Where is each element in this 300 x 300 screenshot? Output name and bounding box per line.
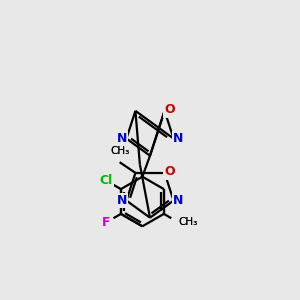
- Text: O: O: [164, 103, 175, 116]
- Text: N: N: [173, 132, 184, 145]
- Text: O: O: [164, 103, 175, 116]
- Text: N: N: [173, 132, 184, 145]
- Text: N: N: [116, 132, 127, 145]
- Text: F: F: [102, 216, 110, 229]
- Text: N: N: [116, 194, 127, 207]
- Text: Cl: Cl: [99, 174, 113, 187]
- Text: CH₃: CH₃: [179, 218, 198, 227]
- Text: Cl: Cl: [99, 174, 113, 187]
- Text: CH₃: CH₃: [110, 146, 129, 157]
- Text: O: O: [164, 165, 175, 178]
- Text: O: O: [164, 165, 175, 178]
- Text: F: F: [102, 216, 110, 229]
- Text: N: N: [116, 132, 127, 145]
- Text: N: N: [116, 194, 127, 207]
- Text: N: N: [173, 194, 184, 207]
- Text: CH₃: CH₃: [110, 146, 129, 157]
- Text: N: N: [173, 194, 184, 207]
- Text: CH₃: CH₃: [179, 218, 198, 227]
